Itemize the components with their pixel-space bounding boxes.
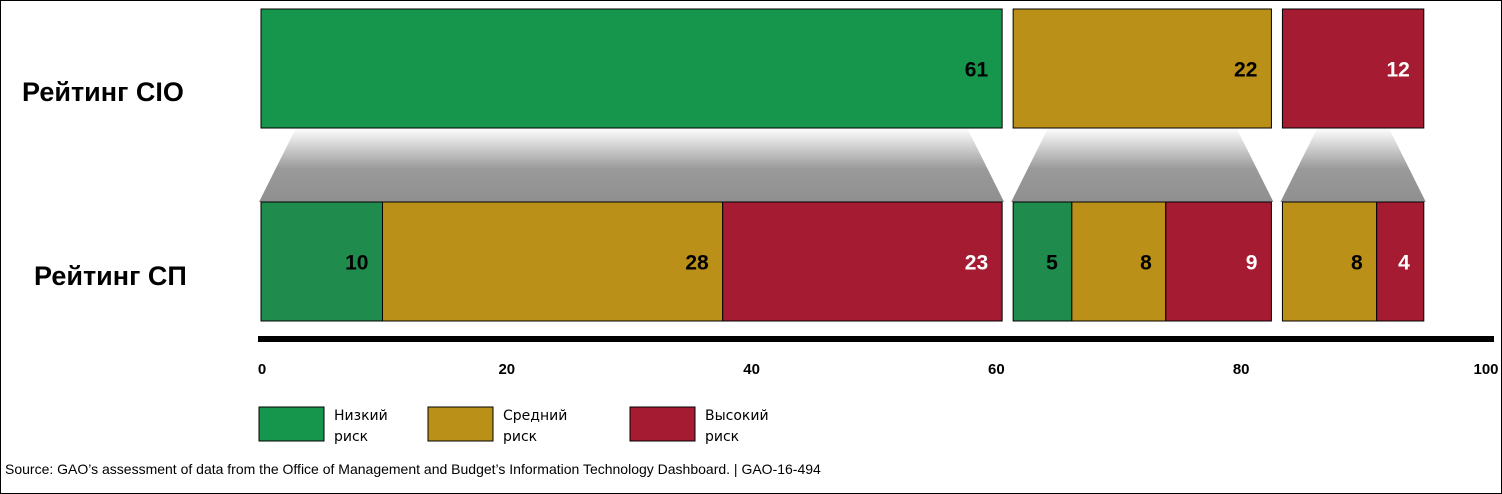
bar-value-label: 61 xyxy=(965,59,989,82)
x-axis-ticks: 0 20 40 60 80 100 xyxy=(258,361,1499,378)
bar-value-label: 23 xyxy=(965,252,988,275)
bar-value-label: 12 xyxy=(1386,59,1409,82)
x-tick-label: 80 xyxy=(1233,361,1250,378)
bar-value-label: 28 xyxy=(685,252,709,275)
bar-segment-high xyxy=(1281,8,1425,129)
legend-swatch-low xyxy=(258,406,325,442)
legend-label-line1: Высокий xyxy=(705,408,769,424)
x-tick-label: 40 xyxy=(743,361,760,378)
bar-segment-high xyxy=(722,201,1003,322)
group-connector xyxy=(259,128,1005,202)
bar-segment-low xyxy=(1012,201,1073,322)
group-connectors xyxy=(259,128,1426,202)
group-connector xyxy=(1280,128,1426,202)
row-label-sp: Рейтинг СП xyxy=(34,261,187,291)
bar-value-label: 5 xyxy=(1046,252,1058,275)
legend: Низкий риск Средний риск Высокий риск xyxy=(258,406,769,445)
bar-segment-low xyxy=(260,8,1003,129)
source-note: Source: GAO’s assessment of data from th… xyxy=(5,461,821,477)
legend-swatch-high xyxy=(629,406,696,442)
legend-label-line2: риск xyxy=(705,429,739,445)
bar-value-label: 10 xyxy=(345,252,368,275)
bar-segment-medium xyxy=(381,201,724,322)
bar-segments xyxy=(260,8,1425,322)
bar-segment-medium xyxy=(1012,8,1272,129)
legend-swatch-medium xyxy=(427,406,494,442)
bar-segment-high xyxy=(1376,201,1425,322)
bar-value-label: 9 xyxy=(1246,252,1258,275)
legend-label-line2: риск xyxy=(503,429,537,445)
x-tick-label: 60 xyxy=(988,361,1005,378)
x-tick-label: 100 xyxy=(1473,361,1498,378)
group-connector xyxy=(1011,128,1274,202)
x-tick-label: 0 xyxy=(258,361,266,378)
x-tick-label: 20 xyxy=(498,361,515,378)
row-label-cio: Рейтинг CIO xyxy=(22,77,184,107)
bar-value-label: 8 xyxy=(1140,252,1152,275)
bar-value-label: 8 xyxy=(1351,252,1363,275)
legend-label-line1: Средний xyxy=(503,408,567,424)
bar-segment-high xyxy=(1165,201,1272,322)
bar-value-label: 4 xyxy=(1398,252,1410,275)
bar-segment-medium xyxy=(1071,201,1167,322)
legend-label-line2: риск xyxy=(334,429,368,445)
bar-value-label: 22 xyxy=(1234,59,1257,82)
bar-value-labels: 61 22 12 10 28 23 5 8 9 8 4 xyxy=(345,59,1410,275)
bar-segment-low xyxy=(260,201,383,322)
legend-label-line1: Низкий xyxy=(334,408,388,424)
